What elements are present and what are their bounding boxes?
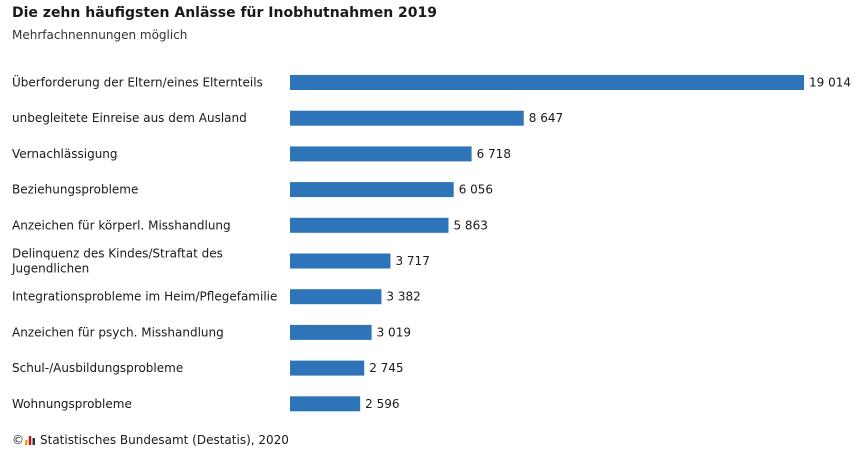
bar xyxy=(290,146,472,162)
category-label: Delinquenz des Kindes/Straftat des Jugend… xyxy=(11,247,223,276)
source-text: Statistisches Bundesamt (Destatis), 2020 xyxy=(40,433,289,447)
bar xyxy=(290,253,391,269)
category-label: Wohnungsprobleme xyxy=(12,397,132,411)
category-label: Vernachlässigung xyxy=(12,147,118,161)
bar xyxy=(290,289,382,305)
category-label: Integrationsprobleme im Heim/Pflegefamil… xyxy=(12,290,277,304)
value-label: 6 056 xyxy=(459,183,493,197)
value-label: 2 596 xyxy=(365,397,399,411)
category-label: Beziehungsprobleme xyxy=(12,183,138,197)
value-label: 6 718 xyxy=(477,147,511,161)
bar xyxy=(290,396,361,412)
value-label: 3 019 xyxy=(377,325,411,339)
category-label: Anzeichen für körperl. Misshandlung xyxy=(12,218,231,232)
value-label: 8 647 xyxy=(529,111,563,125)
bar xyxy=(290,360,365,376)
source-footer: © Statistisches Bundesamt (Destatis), 20… xyxy=(12,433,289,447)
bar xyxy=(290,110,524,126)
category-label: Überforderung der Eltern/eines Elterntei… xyxy=(12,74,263,90)
value-label: 3 382 xyxy=(386,290,420,304)
bar xyxy=(290,324,372,340)
category-label: Anzeichen für psych. Misshandlung xyxy=(12,325,224,339)
category-label: unbegleitete Einreise aus dem Ausland xyxy=(12,111,247,125)
category-label: Schul-/Ausbildungsprobleme xyxy=(12,361,183,375)
bar xyxy=(290,217,449,233)
chart-title: Die zehn häufigsten Anlässe für Inobhutn… xyxy=(12,5,438,21)
value-label: 3 717 xyxy=(395,254,429,268)
copyright-symbol: © xyxy=(12,433,24,447)
bar xyxy=(290,75,804,90)
bar xyxy=(290,182,454,198)
value-label: 5 863 xyxy=(453,218,487,232)
value-label: 2 745 xyxy=(369,361,403,375)
chart-subtitle: Mehrfachnennungen möglich xyxy=(12,28,188,42)
destatis-logo-icon xyxy=(24,434,36,446)
value-label: 19 014 xyxy=(809,76,851,90)
